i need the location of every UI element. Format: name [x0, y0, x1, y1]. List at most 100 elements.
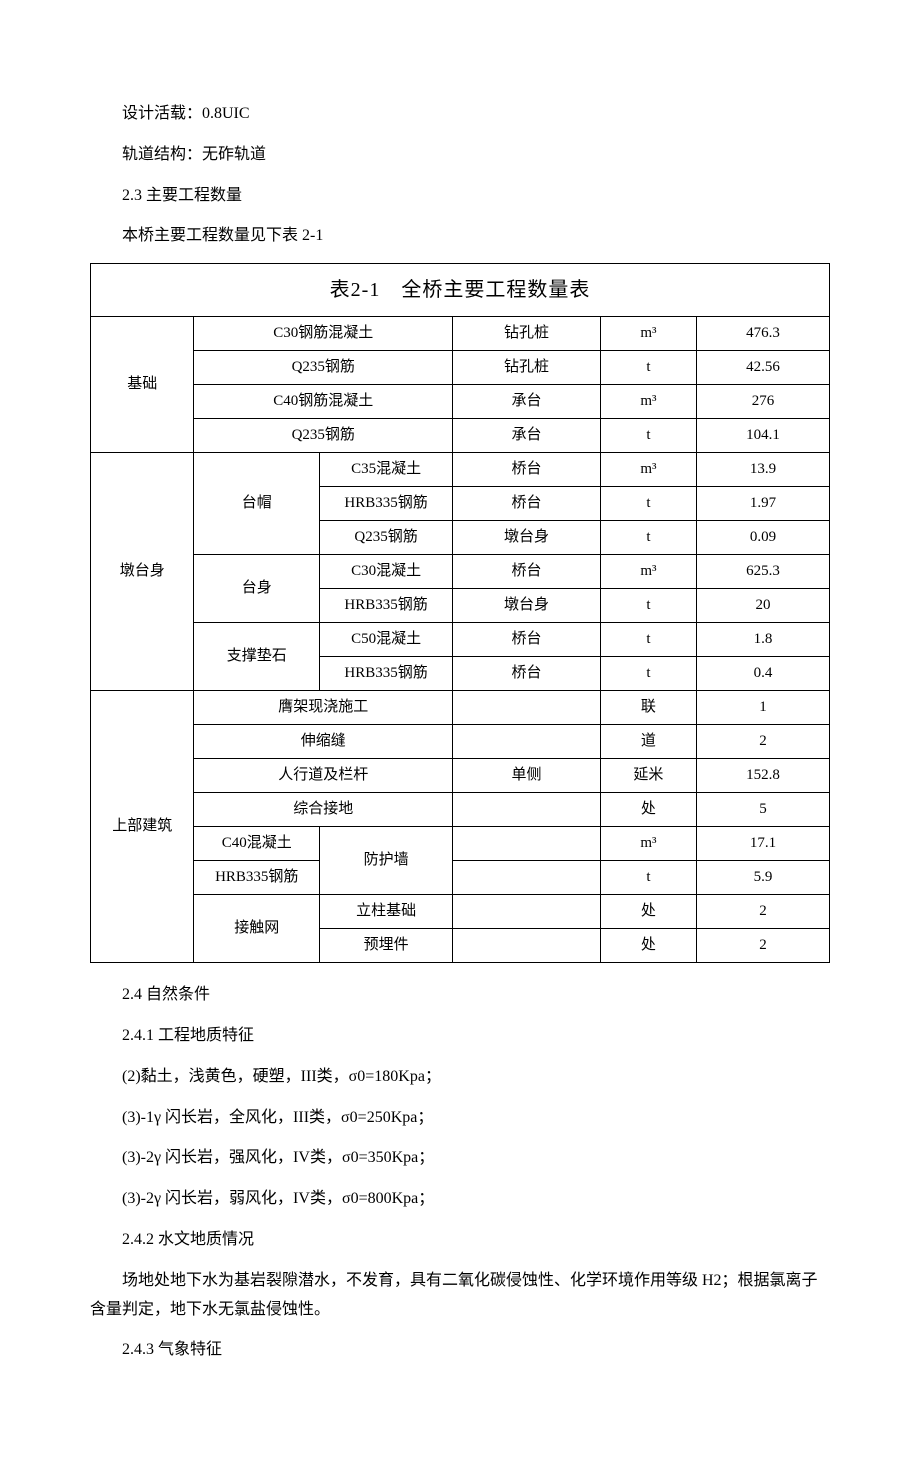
cell: Q235钢筋 [194, 351, 453, 385]
cell: t [600, 861, 696, 895]
cell: 承台 [453, 385, 601, 419]
cell: 膺架现浇施工 [194, 691, 453, 725]
table-row: 上部建筑 膺架现浇施工 联 1 [91, 691, 830, 725]
cell: t [600, 657, 696, 691]
cell: t [600, 589, 696, 623]
cell: 墩台身 [453, 589, 601, 623]
cell: 单侧 [453, 759, 601, 793]
cell: C40混凝土 [194, 827, 320, 861]
cell: Q235钢筋 [320, 521, 453, 555]
table-title-row: 表2-1 全桥主要工程数量表 [91, 264, 830, 317]
cell: t [600, 487, 696, 521]
cell: 处 [600, 895, 696, 929]
cell: C50混凝土 [320, 623, 453, 657]
cell: HRB335钢筋 [320, 657, 453, 691]
cell: 承台 [453, 419, 601, 453]
cell: HRB335钢筋 [320, 589, 453, 623]
cell: t [600, 623, 696, 657]
cell: C30混凝土 [320, 555, 453, 589]
cell: 13.9 [696, 453, 829, 487]
heading-2-4-3: 2.4.3 气象特征 [90, 1336, 830, 1365]
table-title: 表2-1 全桥主要工程数量表 [91, 264, 830, 317]
cell: 处 [600, 793, 696, 827]
cell [453, 861, 601, 895]
cell [453, 929, 601, 963]
cell: 钻孔桩 [453, 317, 601, 351]
cell: m³ [600, 385, 696, 419]
table-row: 基础 C30钢筋混凝土 钻孔桩 m³ 476.3 [91, 317, 830, 351]
cell: 预埋件 [320, 929, 453, 963]
cell [453, 895, 601, 929]
para-track-structure: 轨道结构：无砟轨道 [90, 141, 830, 170]
cell: 处 [600, 929, 696, 963]
para-geo-3-2b: (3)-2γ 闪长岩，弱风化，IV类，σ0=800Kpa； [90, 1185, 830, 1214]
cell: t [600, 419, 696, 453]
cell-group-pier: 墩台身 [91, 453, 194, 691]
para-geo-3-1: (3)-1γ 闪长岩，全风化，III类，σ0=250Kpa； [90, 1104, 830, 1133]
cell: 人行道及栏杆 [194, 759, 453, 793]
cell: 0.4 [696, 657, 829, 691]
cell: 1 [696, 691, 829, 725]
cell: 钻孔桩 [453, 351, 601, 385]
cell: m³ [600, 555, 696, 589]
cell: t [600, 521, 696, 555]
para-hydrogeo: 场地处地下水为基岩裂隙潜水，不发育，具有二氧化碳侵蚀性、化学环境作用等级 H2；… [90, 1267, 830, 1325]
para-table-intro: 本桥主要工程数量见下表 2-1 [90, 222, 830, 251]
table-row: Q235钢筋 钻孔桩 t 42.56 [91, 351, 830, 385]
cell: C35混凝土 [320, 453, 453, 487]
cell: 立柱基础 [320, 895, 453, 929]
cell: 桥台 [453, 657, 601, 691]
cell: HRB335钢筋 [320, 487, 453, 521]
heading-2-4-1: 2.4.1 工程地质特征 [90, 1022, 830, 1051]
cell: 104.1 [696, 419, 829, 453]
table-row: 接触网 立柱基础 处 2 [91, 895, 830, 929]
cell: m³ [600, 453, 696, 487]
cell: 5.9 [696, 861, 829, 895]
cell: C40钢筋混凝土 [194, 385, 453, 419]
table-row: C40钢筋混凝土 承台 m³ 276 [91, 385, 830, 419]
cell: 桥台 [453, 555, 601, 589]
cell: 2 [696, 895, 829, 929]
cell: 墩台身 [453, 521, 601, 555]
cell: m³ [600, 827, 696, 861]
heading-2-3: 2.3 主要工程数量 [90, 182, 830, 211]
cell-group-super: 上部建筑 [91, 691, 194, 963]
cell: t [600, 351, 696, 385]
cell: 20 [696, 589, 829, 623]
cell: 桥台 [453, 487, 601, 521]
cell: 0.09 [696, 521, 829, 555]
heading-2-4-2: 2.4.2 水文地质情况 [90, 1226, 830, 1255]
cell: 42.56 [696, 351, 829, 385]
cell: Q235钢筋 [194, 419, 453, 453]
table-row: HRB335钢筋 t 5.9 [91, 861, 830, 895]
cell-sub-fanghu: 防护墙 [320, 827, 453, 895]
heading-2-4: 2.4 自然条件 [90, 981, 830, 1010]
cell: 2 [696, 929, 829, 963]
cell: 1.97 [696, 487, 829, 521]
cell: 152.8 [696, 759, 829, 793]
cell-sub-taimao: 台帽 [194, 453, 320, 555]
cell: 综合接地 [194, 793, 453, 827]
table-row: 支撑垫石 C50混凝土 桥台 t 1.8 [91, 623, 830, 657]
cell: 2 [696, 725, 829, 759]
cell: 625.3 [696, 555, 829, 589]
cell [453, 725, 601, 759]
cell-sub-zhicheng: 支撑垫石 [194, 623, 320, 691]
cell: 延米 [600, 759, 696, 793]
table-row: 墩台身 台帽 C35混凝土 桥台 m³ 13.9 [91, 453, 830, 487]
cell: 桥台 [453, 453, 601, 487]
cell [453, 793, 601, 827]
cell: 道 [600, 725, 696, 759]
cell: 17.1 [696, 827, 829, 861]
cell [453, 691, 601, 725]
table-row: 台身 C30混凝土 桥台 m³ 625.3 [91, 555, 830, 589]
cell: 5 [696, 793, 829, 827]
table-row: 综合接地 处 5 [91, 793, 830, 827]
cell: 1.8 [696, 623, 829, 657]
table-row: 人行道及栏杆 单侧 延米 152.8 [91, 759, 830, 793]
cell: 伸缩缝 [194, 725, 453, 759]
para-geo-2: (2)黏土，浅黄色，硬塑，III类，σ0=180Kpa； [90, 1063, 830, 1092]
para-design-load: 设计活载：0.8UIC [90, 100, 830, 129]
cell-sub-jiechuwang: 接触网 [194, 895, 320, 963]
cell: m³ [600, 317, 696, 351]
